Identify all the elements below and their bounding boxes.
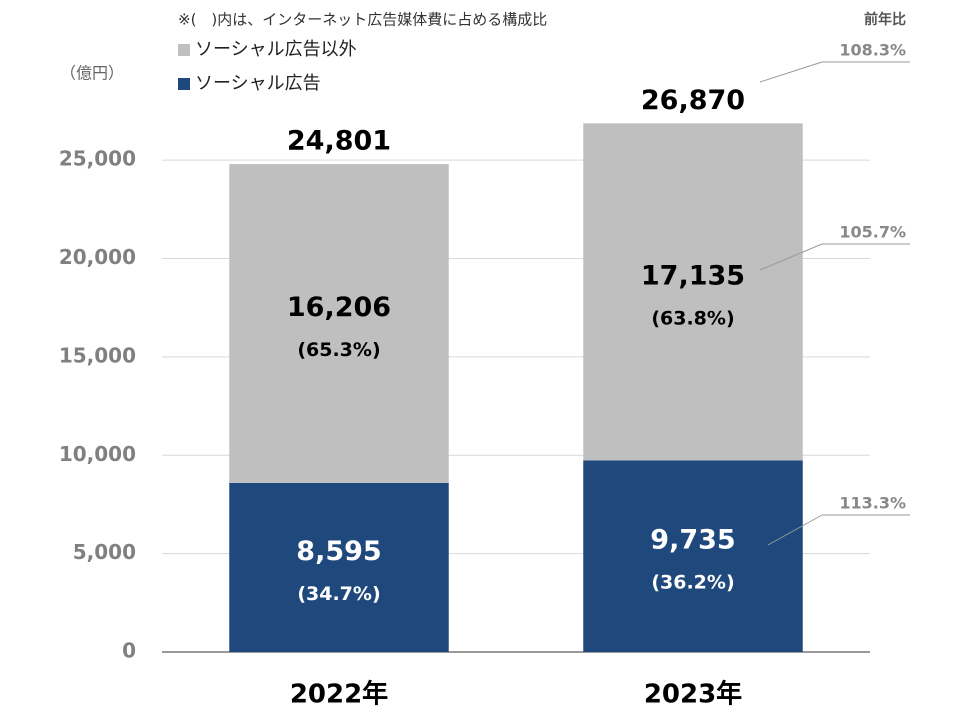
yoy-leader [759,61,823,83]
y-tick-label: 0 [122,639,136,663]
value-label: 17,135 [641,260,745,291]
y-tick-label: 25,000 [59,147,136,171]
value-label: 8,595 [296,536,381,567]
y-tick-label: 10,000 [59,442,136,466]
yoy-leader [767,514,823,546]
yoy-leader [759,243,823,271]
value-label: 9,735 [650,525,735,556]
bar-segment [583,460,803,652]
y-tick-label: 15,000 [59,343,136,367]
bar-segment [229,164,449,483]
total-label: 26,870 [641,85,745,116]
share-label: (65.3%) [297,339,380,361]
y-tick-label: 20,000 [59,245,136,269]
yoy-label: 113.3% [839,494,906,513]
legend-swatch [178,78,190,90]
y-tick-label: 5,000 [73,540,136,564]
yoy-label: 105.7% [839,223,906,242]
x-tick-label: 2023年 [644,679,742,710]
share-label: (34.7%) [297,583,380,605]
legend-swatch [178,44,190,56]
legend-label: ソーシャル広告 [195,73,321,94]
value-label: 16,206 [287,292,391,323]
yoy-label: 108.3% [839,41,906,60]
bar-segment [583,123,803,461]
total-label: 24,801 [287,126,391,157]
note: ※( )内は、インターネット広告媒体費に占める構成比 [178,11,547,29]
yoy-title: 前年比 [864,11,906,28]
share-label: (36.2%) [651,572,734,594]
bar-segment [229,482,449,652]
legend-label: ソーシャル広告以外 [195,39,357,60]
x-tick-label: 2022年 [290,679,388,710]
share-label: (63.8%) [651,307,734,329]
y-unit: （億円） [60,64,124,83]
